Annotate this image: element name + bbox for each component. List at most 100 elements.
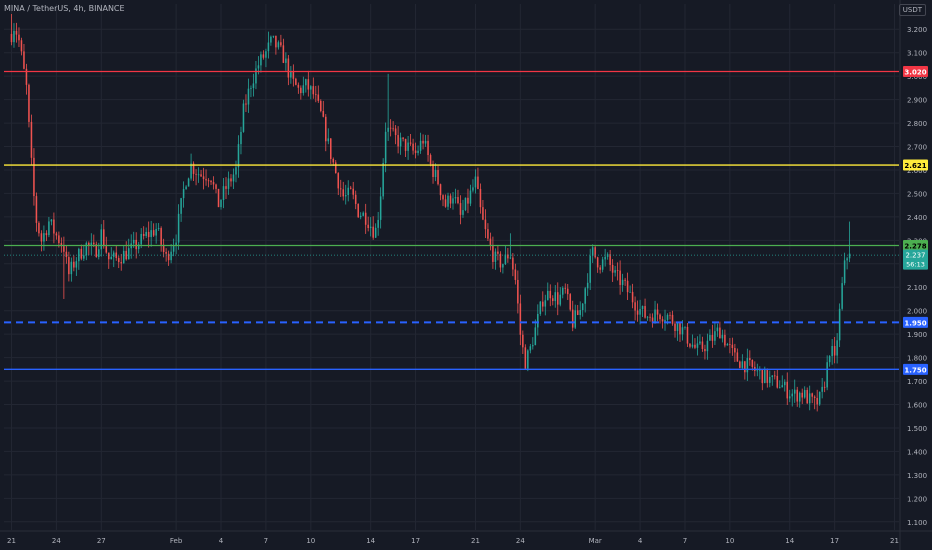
candle-body (292, 71, 295, 79)
candle-down (63, 236, 65, 299)
candle-body (339, 188, 342, 190)
candle-body (85, 242, 88, 256)
currency-label[interactable]: USDT (898, 4, 926, 16)
candle-down (389, 119, 392, 137)
candle-up (746, 348, 749, 381)
candle-up (586, 273, 589, 296)
time-tick-label: 7 (683, 537, 687, 545)
candle-up (818, 391, 821, 406)
candle-down (115, 245, 118, 261)
candle-body (10, 33, 13, 43)
candle-body (744, 361, 746, 373)
candle-up (260, 51, 262, 73)
candle-body (205, 179, 207, 181)
candle-up (676, 322, 679, 341)
candle-up (78, 247, 80, 270)
candle-down (823, 381, 826, 393)
candle-down (571, 300, 574, 332)
candle-body (65, 251, 68, 258)
candle-down (295, 77, 297, 86)
candle-body (107, 252, 110, 260)
candle-down (45, 230, 48, 241)
candle-body (549, 290, 552, 299)
candle-body (38, 222, 40, 234)
candle-down (816, 389, 818, 412)
candle-body (818, 391, 821, 405)
candle-down (18, 27, 20, 47)
candle-down (103, 220, 105, 249)
candle-body (417, 150, 419, 153)
price-tick-label: 1.200 (907, 495, 927, 503)
chart-title: MINA / TetherUS, 4h, BINANCE (4, 4, 125, 13)
candle-body (140, 233, 142, 245)
candle-body (399, 137, 402, 147)
candle-down (796, 386, 799, 407)
candle-body (307, 79, 310, 90)
candle-down (192, 161, 195, 182)
candle-down (552, 295, 554, 306)
candle-down (200, 169, 202, 178)
candle-body (776, 375, 779, 388)
candle-body (704, 349, 706, 352)
candle-body (162, 244, 165, 252)
candle-body (382, 162, 384, 197)
candle-body (661, 319, 664, 322)
candle-body (20, 40, 23, 52)
price-tick-label: 2.100 (907, 284, 927, 292)
candle-down (262, 50, 265, 60)
candle-body (826, 362, 828, 388)
candle-up (841, 276, 843, 311)
candle-up (270, 35, 272, 46)
candle-body (60, 243, 63, 247)
level-price-label: 1.950 (904, 319, 926, 327)
candle-body (576, 310, 579, 315)
candle-up (70, 257, 73, 282)
candle-up (614, 265, 616, 277)
candle-body (552, 298, 554, 302)
candle-body (387, 127, 389, 132)
candle-up (838, 303, 841, 348)
price-tick-label: 3.000 (907, 73, 927, 81)
candle-down (287, 55, 290, 86)
candle-body (457, 197, 459, 204)
candle-down (25, 63, 28, 95)
candle-body (524, 347, 527, 369)
candle-up (305, 78, 307, 93)
candle-body (731, 344, 734, 348)
candle-up (846, 256, 848, 270)
candle-down (320, 99, 322, 113)
candle-body (679, 322, 681, 335)
candle-up (150, 220, 152, 247)
candle-down (776, 369, 779, 389)
candle-body (270, 36, 272, 43)
candle-body (344, 195, 347, 197)
candle-body (788, 396, 791, 399)
candle-body (28, 84, 30, 122)
candle-up (771, 375, 774, 386)
candle-up (539, 300, 542, 316)
candle-up (417, 145, 419, 156)
candle-body (729, 343, 731, 345)
candle-body (606, 254, 609, 257)
candle-body (836, 340, 838, 356)
candle-body (247, 88, 250, 105)
candle-body (25, 68, 28, 85)
candle-body (334, 162, 337, 174)
candle-body (23, 51, 25, 69)
candle-down (669, 311, 671, 320)
candle-body (18, 34, 20, 41)
candle-body (529, 346, 532, 351)
candle-body (442, 195, 444, 200)
candle-body (599, 267, 601, 270)
candle-body (634, 302, 636, 311)
candle-body (305, 79, 307, 86)
candle-down (160, 226, 162, 252)
candle-body (80, 248, 83, 259)
candle-down (569, 293, 572, 312)
candle-body (73, 261, 75, 268)
candle-down (786, 372, 789, 405)
candle-body (454, 197, 457, 199)
candle-body (591, 247, 594, 256)
